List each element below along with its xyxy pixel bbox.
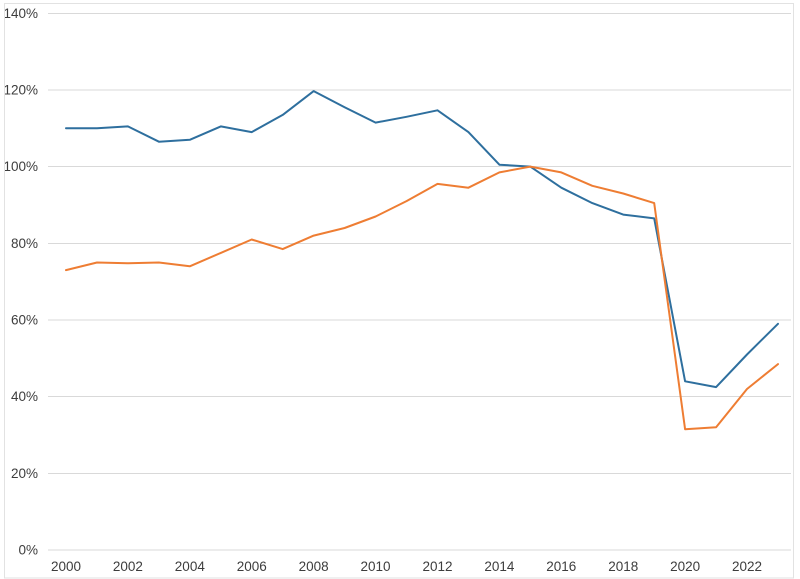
x-tick-label: 2012 [422, 559, 452, 574]
x-tick-label: 2018 [608, 559, 638, 574]
y-tick-label: 140% [3, 6, 38, 21]
x-tick-label: 2008 [299, 559, 329, 574]
x-tick-label: 2010 [361, 559, 391, 574]
x-tick-label: 2014 [484, 559, 515, 574]
series-blue-line [65, 90, 779, 389]
x-tick-label: 2022 [732, 559, 762, 574]
y-tick-label: 60% [11, 312, 38, 327]
x-tick-label: 2004 [175, 559, 206, 574]
y-tick-label: 80% [11, 236, 38, 251]
chart-border [4, 3, 794, 579]
y-tick-label: 0% [18, 543, 38, 558]
x-tick-label: 2020 [670, 559, 700, 574]
x-tick-label: 2000 [51, 559, 81, 574]
x-tick-label: 2006 [237, 559, 267, 574]
x-tick-label: 2002 [113, 559, 143, 574]
series-orange-line [65, 165, 779, 431]
y-tick-label: 40% [11, 389, 38, 404]
y-tick-label: 20% [11, 466, 38, 481]
x-tick-label: 2016 [546, 559, 576, 574]
y-tick-label: 100% [3, 159, 38, 174]
y-tick-label: 120% [3, 82, 38, 97]
